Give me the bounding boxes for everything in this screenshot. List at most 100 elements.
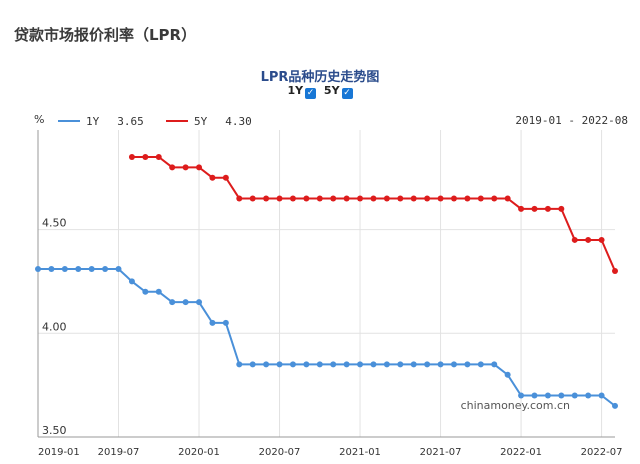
data-point-1y xyxy=(383,361,390,368)
x-tick-label: 2021-01 xyxy=(339,447,381,458)
data-point-1y xyxy=(209,319,216,326)
x-tick-label: 2019-01 xyxy=(38,447,80,458)
data-point-5y xyxy=(437,195,444,202)
data-point-1y xyxy=(598,392,605,399)
data-point-1y xyxy=(75,265,82,272)
data-point-5y xyxy=(370,195,377,202)
data-point-1y xyxy=(330,361,337,368)
data-point-5y xyxy=(571,236,578,243)
data-point-1y xyxy=(585,392,592,399)
data-point-1y xyxy=(222,319,229,326)
chart-title: LPR品种历史走势图 xyxy=(260,70,380,85)
y-axis-unit: % xyxy=(34,113,45,126)
data-point-5y xyxy=(249,195,256,202)
data-point-1y xyxy=(491,361,498,368)
data-point-5y xyxy=(518,205,525,212)
data-point-5y xyxy=(544,205,551,212)
data-point-1y xyxy=(303,361,310,368)
data-point-5y xyxy=(491,195,498,202)
data-point-1y xyxy=(88,265,95,272)
data-point-1y xyxy=(518,392,525,399)
toggle-5y-checkbox[interactable]: ✓ xyxy=(341,88,353,99)
data-point-5y xyxy=(209,174,216,181)
data-point-1y xyxy=(397,361,404,368)
data-point-5y xyxy=(142,153,149,160)
legend-swatch-1y xyxy=(58,120,80,122)
data-point-1y xyxy=(169,299,176,306)
data-point-1y xyxy=(370,361,377,368)
page-title: 贷款市场报价利率（LPR） xyxy=(14,26,197,44)
x-tick-label: 2021-07 xyxy=(420,447,462,458)
data-point-5y xyxy=(182,164,189,171)
data-point-5y xyxy=(222,174,229,181)
data-point-1y xyxy=(289,361,296,368)
data-point-1y xyxy=(142,288,149,295)
x-tick-label: 2022-01 xyxy=(500,447,542,458)
legend-value-1y: 3.65 xyxy=(117,115,144,128)
y-tick-label: 3.50 xyxy=(42,424,67,437)
data-point-5y xyxy=(303,195,310,202)
data-point-1y xyxy=(464,361,471,368)
series-line-5y xyxy=(131,155,616,272)
data-point-5y xyxy=(169,164,176,171)
data-point-1y xyxy=(410,361,417,368)
legend-item-1y[interactable]: 1Y 3.65 xyxy=(58,115,144,128)
legend-swatch-5y xyxy=(166,120,188,122)
toggle-1y-label: 1Y xyxy=(287,84,304,97)
data-point-1y xyxy=(343,361,350,368)
data-point-1y xyxy=(236,361,243,368)
toggle-1y-checkbox[interactable]: ✓ xyxy=(305,88,317,99)
data-point-5y xyxy=(410,195,417,202)
data-point-1y xyxy=(115,265,122,272)
data-point-1y xyxy=(424,361,431,368)
data-point-1y xyxy=(316,361,323,368)
data-point-1y xyxy=(276,361,283,368)
x-tick-label: 2020-01 xyxy=(178,447,220,458)
data-point-1y xyxy=(571,392,578,399)
toggle-1y[interactable]: 1Y ✓ xyxy=(287,84,317,99)
data-point-1y xyxy=(544,392,551,399)
data-point-1y xyxy=(357,361,364,368)
data-point-1y xyxy=(531,392,538,399)
series-line-1y xyxy=(38,267,616,407)
toggle-5y[interactable]: 5Y ✓ xyxy=(324,84,353,99)
date-range: 2019-01 - 2022-08 xyxy=(515,114,628,127)
data-point-5y xyxy=(397,195,404,202)
data-point-1y xyxy=(612,402,618,409)
data-point-5y xyxy=(383,195,390,202)
series-toggles: 1Y ✓ 5Y ✓ xyxy=(0,84,640,99)
data-point-5y xyxy=(585,236,592,243)
data-point-1y xyxy=(249,361,256,368)
y-tick-label: 4.50 xyxy=(42,217,67,230)
data-point-5y xyxy=(464,195,471,202)
toggle-5y-label: 5Y xyxy=(323,84,340,97)
data-point-5y xyxy=(450,195,457,202)
data-point-1y xyxy=(102,265,109,272)
data-point-5y xyxy=(128,153,135,160)
data-point-5y xyxy=(155,153,162,160)
y-tick-label: 4.00 xyxy=(42,320,67,333)
data-point-5y xyxy=(196,164,203,171)
data-point-1y xyxy=(61,265,68,272)
data-point-5y xyxy=(263,195,270,202)
data-point-1y xyxy=(477,361,484,368)
data-point-5y xyxy=(424,195,431,202)
data-point-5y xyxy=(276,195,283,202)
data-point-1y xyxy=(128,278,135,285)
data-point-5y xyxy=(477,195,484,202)
legend-value-5y: 4.30 xyxy=(225,115,252,128)
data-point-5y xyxy=(558,205,565,212)
data-point-5y xyxy=(531,205,538,212)
legend-name-5y: 5Y xyxy=(194,115,208,128)
x-tick-label: 2019-07 xyxy=(98,447,140,458)
data-point-1y xyxy=(450,361,457,368)
legend-name-1y: 1Y xyxy=(86,115,100,128)
data-point-5y xyxy=(316,195,323,202)
data-point-5y xyxy=(289,195,296,202)
data-point-5y xyxy=(504,195,511,202)
legend-item-5y[interactable]: 5Y 4.30 xyxy=(166,115,252,128)
x-tick-label: 2020-07 xyxy=(259,447,301,458)
data-point-1y xyxy=(155,288,162,295)
